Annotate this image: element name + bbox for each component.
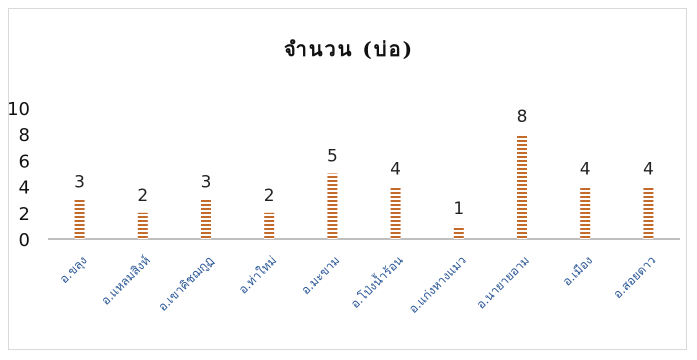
y-tick-label: 6 xyxy=(19,151,30,172)
category-label: อ.ท่าใหม่ xyxy=(236,253,279,296)
category-label: อ.เขาคิชฌกูฏ xyxy=(155,253,216,314)
bar xyxy=(517,134,527,239)
chart-area xyxy=(8,8,687,350)
category-label: อ.สอยดาว xyxy=(611,253,659,301)
bar xyxy=(390,186,401,239)
category-label: อ.แก่งหางแมว xyxy=(406,253,469,316)
chart-title: จำนวน (บ่อ) xyxy=(284,37,414,61)
bar xyxy=(643,186,654,239)
category-label: อ.โป่งน้ำร้อน xyxy=(347,252,406,311)
data-label: 4 xyxy=(580,160,591,180)
bar xyxy=(137,212,148,239)
y-tick-label: 2 xyxy=(19,204,30,225)
data-label: 2 xyxy=(264,186,275,206)
bar xyxy=(264,212,275,239)
data-label: 3 xyxy=(201,173,212,193)
bar xyxy=(74,199,85,239)
bar xyxy=(327,173,338,239)
data-label: 1 xyxy=(453,199,464,219)
data-label: 8 xyxy=(517,107,528,127)
category-label: อ.ขลุง xyxy=(57,253,91,287)
category-label: อ.เมือง xyxy=(560,253,595,288)
bar xyxy=(201,199,211,239)
bar xyxy=(453,225,464,239)
y-tick-label: 10 xyxy=(7,99,30,120)
category-label: อ.นายายอาม xyxy=(474,253,532,311)
data-label: 4 xyxy=(643,160,654,180)
data-label: 5 xyxy=(327,147,338,167)
data-label: 3 xyxy=(74,173,85,193)
category-label: อ.มะขาม xyxy=(299,253,343,297)
data-label: 2 xyxy=(137,186,148,206)
y-tick-label: 4 xyxy=(19,178,30,199)
data-label: 4 xyxy=(390,160,401,180)
y-tick-label: 0 xyxy=(19,230,30,251)
plot-area: 0 2 4 6 8 10 3 อ.ขลุง 2 อ.แหลมสิงห์ 3 อ.เขาคิชฌกูฏ 2… xyxy=(7,99,680,316)
category-label: อ.แหลมสิงห์ xyxy=(98,253,153,308)
bar xyxy=(580,186,591,239)
y-tick-label: 8 xyxy=(19,125,30,146)
